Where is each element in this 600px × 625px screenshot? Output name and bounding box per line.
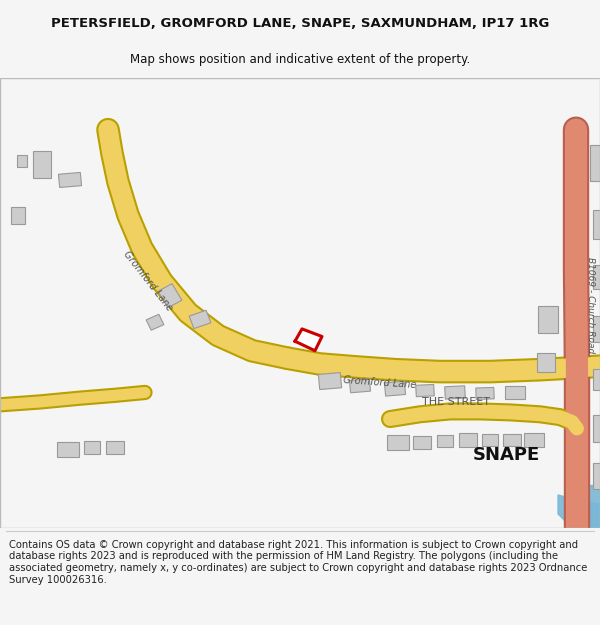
Polygon shape (580, 486, 600, 528)
Polygon shape (558, 495, 600, 533)
Bar (459, 433, 477, 446)
Bar (537, 352, 555, 372)
Bar (524, 433, 544, 446)
Text: Map shows position and indicative extent of the property.: Map shows position and indicative extent… (130, 52, 470, 66)
Bar (189, 310, 211, 329)
Bar (84, 441, 100, 454)
Text: Gromford Lane: Gromford Lane (343, 376, 417, 391)
Bar (503, 434, 521, 446)
Bar (158, 284, 182, 308)
Bar (593, 211, 600, 239)
Bar (505, 386, 525, 399)
Bar (33, 151, 51, 178)
Text: PETERSFIELD, GROMFORD LANE, SNAPE, SAXMUNDHAM, IP17 1RG: PETERSFIELD, GROMFORD LANE, SNAPE, SAXMU… (51, 17, 549, 30)
Text: SNAPE: SNAPE (472, 446, 539, 464)
Bar (538, 306, 558, 332)
Bar (146, 314, 164, 330)
Bar (476, 388, 494, 399)
Text: THE STREET: THE STREET (422, 397, 490, 407)
Polygon shape (295, 329, 322, 351)
Bar (593, 415, 600, 442)
Bar (385, 381, 406, 396)
Bar (482, 434, 498, 446)
Bar (106, 441, 124, 454)
Bar (319, 372, 341, 389)
Bar (593, 462, 600, 489)
Bar (437, 434, 453, 447)
Text: Gromford Lane: Gromford Lane (122, 249, 175, 313)
Bar (593, 265, 600, 289)
Bar (17, 155, 27, 167)
Text: Contains OS data © Crown copyright and database right 2021. This information is : Contains OS data © Crown copyright and d… (9, 540, 587, 584)
Bar (445, 386, 466, 399)
Text: B1069 - Church Road: B1069 - Church Road (586, 257, 595, 353)
Bar (590, 145, 600, 181)
Bar (349, 379, 371, 392)
Bar (593, 369, 600, 389)
Bar (57, 442, 79, 457)
Bar (413, 436, 431, 449)
Bar (593, 316, 600, 342)
Bar (58, 173, 82, 188)
Bar (416, 384, 434, 397)
Bar (11, 206, 25, 224)
Bar (387, 435, 409, 451)
